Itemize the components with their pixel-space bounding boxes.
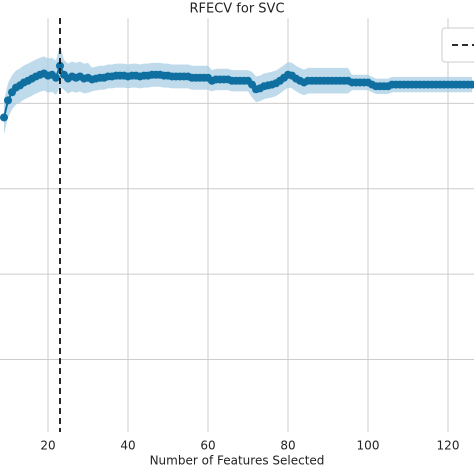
x-axis-label: Number of Features Selected <box>150 454 325 468</box>
x-tick-label: 40 <box>120 439 135 453</box>
x-tick-label: 100 <box>357 439 380 453</box>
point <box>4 96 12 105</box>
x-tick-label: 20 <box>40 439 55 453</box>
point <box>52 73 60 82</box>
error-band <box>4 44 472 135</box>
point <box>468 80 474 89</box>
x-tick-label: 120 <box>437 439 460 453</box>
point <box>0 113 8 122</box>
chart-title: RFECV for SVC <box>189 2 284 17</box>
legend-box <box>441 27 474 63</box>
x-tick-label: 60 <box>200 439 215 453</box>
point <box>56 61 64 70</box>
x-tick-label: 80 <box>280 439 295 453</box>
